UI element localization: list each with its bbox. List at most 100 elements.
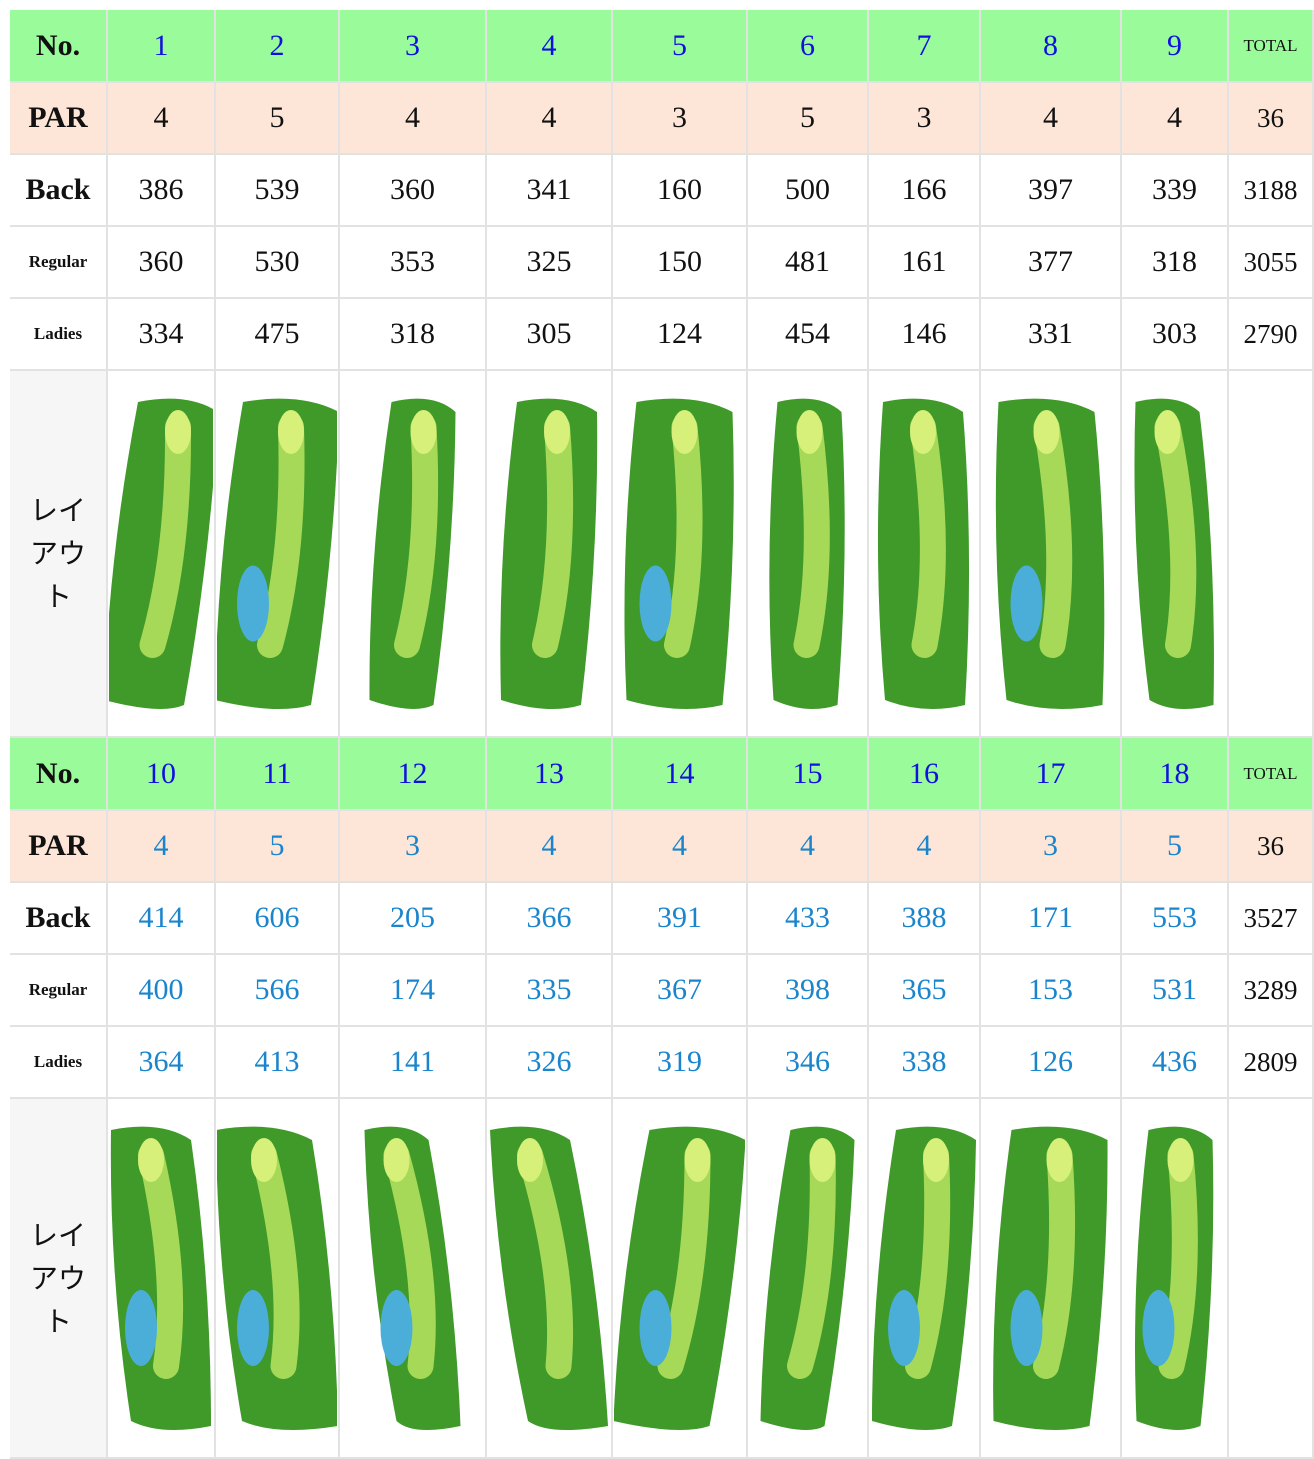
yardage[interactable]: 5 bbox=[1122, 811, 1229, 883]
hole-map bbox=[769, 398, 845, 709]
hole-layout bbox=[108, 371, 216, 738]
total-header: TOTAL bbox=[1229, 738, 1314, 811]
hole-number[interactable]: 8 bbox=[981, 10, 1122, 83]
yardage[interactable]: 553 bbox=[1122, 883, 1229, 955]
yardage[interactable]: 4 bbox=[108, 811, 216, 883]
yardage[interactable]: 566 bbox=[216, 955, 340, 1027]
yardage[interactable]: 365 bbox=[869, 955, 981, 1027]
row-total: 3527 bbox=[1229, 883, 1314, 955]
hole-number[interactable]: 12 bbox=[340, 738, 487, 811]
yardage[interactable]: 367 bbox=[613, 955, 748, 1027]
hole-shape bbox=[796, 410, 823, 454]
hole-shape bbox=[237, 565, 269, 642]
hole-map bbox=[1134, 398, 1214, 709]
row-label: Regular bbox=[10, 955, 108, 1027]
yardage: 386 bbox=[108, 155, 216, 227]
row-label: Back bbox=[10, 883, 108, 955]
yardage: 353 bbox=[340, 227, 487, 299]
yardage[interactable]: 433 bbox=[748, 883, 869, 955]
hole-layout bbox=[613, 371, 748, 738]
hole-layout bbox=[869, 371, 981, 738]
yardage: 161 bbox=[869, 227, 981, 299]
hole-shape bbox=[1158, 1142, 1198, 1379]
yardage[interactable]: 4 bbox=[487, 811, 613, 883]
hole-number[interactable]: 3 bbox=[340, 10, 487, 83]
layout-total bbox=[1229, 1099, 1314, 1459]
yardage[interactable]: 366 bbox=[487, 883, 613, 955]
hole-shape bbox=[251, 1142, 300, 1379]
yardage[interactable]: 4 bbox=[613, 811, 748, 883]
hole-number[interactable]: 14 bbox=[613, 738, 748, 811]
hole-shape bbox=[257, 414, 305, 658]
hole-shape bbox=[1046, 1138, 1073, 1182]
hole-number[interactable]: 13 bbox=[487, 738, 613, 811]
hole-layout bbox=[1122, 1099, 1229, 1459]
hole-number[interactable]: 4 bbox=[487, 10, 613, 83]
yardage[interactable]: 319 bbox=[613, 1027, 748, 1099]
yardage[interactable]: 364 bbox=[108, 1027, 216, 1099]
hole-shape bbox=[125, 1290, 157, 1366]
hole-shape bbox=[1142, 1290, 1175, 1366]
yardage[interactable]: 126 bbox=[981, 1027, 1122, 1099]
yardage[interactable]: 388 bbox=[869, 883, 981, 955]
hole-number[interactable]: 9 bbox=[1122, 10, 1229, 83]
hole-number[interactable]: 16 bbox=[869, 738, 981, 811]
yardage[interactable]: 391 bbox=[613, 883, 748, 955]
yardage[interactable]: 4 bbox=[869, 811, 981, 883]
hole-map bbox=[1135, 1126, 1214, 1430]
hole-layout bbox=[340, 371, 487, 738]
hole-number[interactable]: 15 bbox=[748, 738, 869, 811]
hole-layout bbox=[869, 1099, 981, 1459]
hole-shape bbox=[905, 1142, 951, 1379]
hole-number[interactable]: 17 bbox=[981, 738, 1122, 811]
row-label: Regular bbox=[10, 227, 108, 299]
hole-number[interactable]: 11 bbox=[216, 738, 340, 811]
hole-number[interactable]: 18 bbox=[1122, 738, 1229, 811]
hole-map bbox=[217, 398, 337, 709]
hole-number[interactable]: 6 bbox=[748, 10, 869, 83]
hole-shape bbox=[1033, 414, 1073, 658]
yardage: 160 bbox=[613, 155, 748, 227]
yardage[interactable]: 335 bbox=[487, 955, 613, 1027]
yardage: 4 bbox=[1122, 83, 1229, 155]
hole-layout bbox=[487, 371, 613, 738]
yardage[interactable]: 400 bbox=[108, 955, 216, 1027]
yardage[interactable]: 153 bbox=[981, 955, 1122, 1027]
hole-number[interactable]: 1 bbox=[108, 10, 216, 83]
yardage[interactable]: 436 bbox=[1122, 1027, 1229, 1099]
yardage[interactable]: 5 bbox=[216, 811, 340, 883]
hole-shape bbox=[251, 1138, 277, 1182]
yardage: 3 bbox=[613, 83, 748, 155]
yardage[interactable]: 171 bbox=[981, 883, 1122, 955]
row-total: 2809 bbox=[1229, 1027, 1314, 1099]
hole-map bbox=[624, 398, 734, 709]
row-total: 3188 bbox=[1229, 155, 1314, 227]
yardage[interactable]: 346 bbox=[748, 1027, 869, 1099]
yardage[interactable]: 4 bbox=[748, 811, 869, 883]
yardage[interactable]: 326 bbox=[487, 1027, 613, 1099]
hole-shape bbox=[517, 1138, 543, 1182]
hole-number[interactable]: 2 bbox=[216, 10, 340, 83]
hole-number[interactable]: 5 bbox=[613, 10, 748, 83]
hole-number[interactable]: 10 bbox=[108, 738, 216, 811]
yardage[interactable]: 205 bbox=[340, 883, 487, 955]
layout-cell: レイアウト bbox=[10, 371, 108, 738]
yardage[interactable]: 338 bbox=[869, 1027, 981, 1099]
yardage[interactable]: 606 bbox=[216, 883, 340, 955]
yardage[interactable]: 3 bbox=[340, 811, 487, 883]
yardage[interactable]: 141 bbox=[340, 1027, 487, 1099]
hole-number[interactable]: 7 bbox=[869, 10, 981, 83]
yardage: 331 bbox=[981, 299, 1122, 371]
hole-shape bbox=[237, 1290, 269, 1366]
hole-shape bbox=[1033, 1142, 1076, 1379]
yardage[interactable]: 398 bbox=[748, 955, 869, 1027]
yardage: 539 bbox=[216, 155, 340, 227]
hole-shape bbox=[138, 1138, 164, 1182]
yardage: 360 bbox=[340, 155, 487, 227]
hole-shape bbox=[888, 1290, 920, 1366]
yardage[interactable]: 414 bbox=[108, 883, 216, 955]
yardage[interactable]: 413 bbox=[216, 1027, 340, 1099]
yardage[interactable]: 174 bbox=[340, 955, 487, 1027]
yardage[interactable]: 531 bbox=[1122, 955, 1229, 1027]
yardage[interactable]: 3 bbox=[981, 811, 1122, 883]
